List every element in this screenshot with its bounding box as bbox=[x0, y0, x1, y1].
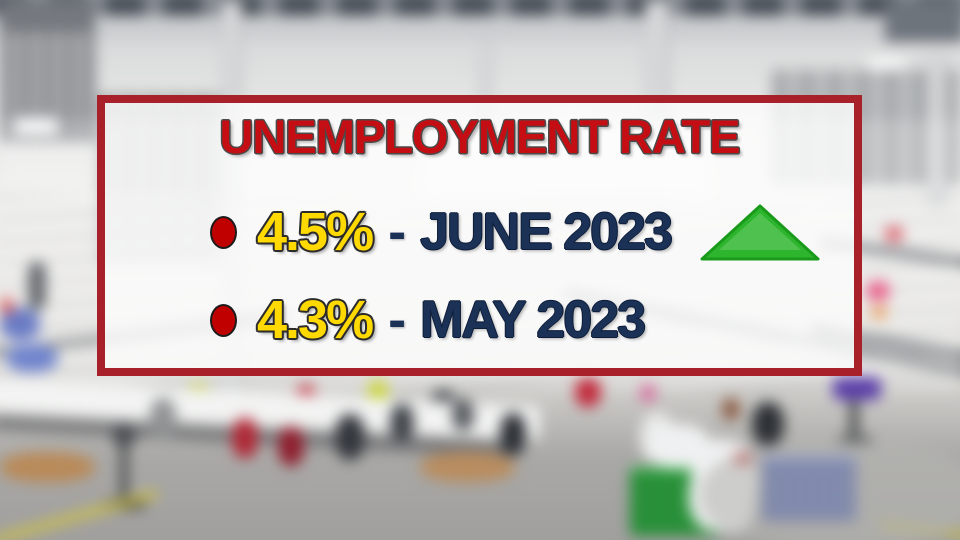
stat-row-june: 4.5% - JUNE 2023 bbox=[210, 201, 854, 263]
page-title: UNEMPLOYMENT RATE bbox=[219, 110, 740, 163]
bg-stand-pole bbox=[850, 400, 858, 438]
lower-third-panel: UNEMPLOYMENT RATE 4.5% - JUNE 2023 4.3% … bbox=[97, 95, 862, 376]
bg-worker-skin bbox=[722, 398, 740, 420]
stat-value: 4.5% bbox=[257, 202, 374, 262]
bg-lamp bbox=[15, 118, 57, 134]
bg-speck bbox=[0, 298, 14, 314]
separator-dash: - bbox=[388, 290, 407, 350]
stat-period: MAY 2023 bbox=[420, 291, 646, 349]
bg-bin-blue bbox=[6, 344, 58, 372]
bg-worker-dark bbox=[752, 402, 784, 446]
bg-worker-red bbox=[278, 426, 304, 466]
bg-floor-light bbox=[700, 440, 960, 540]
bg-speck bbox=[871, 306, 887, 319]
bg-fan-pole bbox=[121, 445, 127, 503]
bg-speck bbox=[885, 226, 903, 242]
bg-worker-red bbox=[575, 377, 601, 407]
bg-worker-pink bbox=[640, 384, 656, 402]
bg-pillar bbox=[928, 50, 946, 210]
bullet-icon bbox=[210, 303, 237, 337]
bg-ceiling-beam bbox=[0, 20, 960, 40]
bg-worker-gray bbox=[150, 398, 176, 438]
bg-worker-dark bbox=[390, 404, 414, 442]
bg-product-tray bbox=[420, 452, 515, 482]
stat-row-may: 4.3% - MAY 2023 bbox=[210, 289, 854, 351]
bg-ceiling-slats bbox=[0, 0, 960, 16]
bg-bin-purple bbox=[833, 376, 881, 400]
bg-lamp bbox=[868, 58, 904, 70]
bg-worker-gray bbox=[452, 399, 474, 431]
separator-dash: - bbox=[388, 202, 407, 262]
stat-value: 4.3% bbox=[257, 290, 374, 350]
bg-worker-dark bbox=[335, 414, 365, 460]
bg-speck bbox=[866, 281, 890, 301]
bg-person-standing bbox=[28, 262, 46, 310]
bg-white-sack bbox=[648, 424, 710, 468]
bullet-icon bbox=[210, 215, 237, 249]
bg-corner-right bbox=[885, 0, 960, 42]
bg-worker-red bbox=[232, 418, 258, 458]
stat-period: JUNE 2023 bbox=[420, 203, 673, 261]
bg-fan-head bbox=[112, 424, 136, 446]
bg-product-tray bbox=[0, 452, 95, 482]
stat-list: 4.5% - JUNE 2023 4.3% - MAY 2023 bbox=[105, 201, 854, 351]
up-arrow-icon bbox=[700, 204, 820, 260]
bg-worker-dark bbox=[500, 413, 526, 455]
